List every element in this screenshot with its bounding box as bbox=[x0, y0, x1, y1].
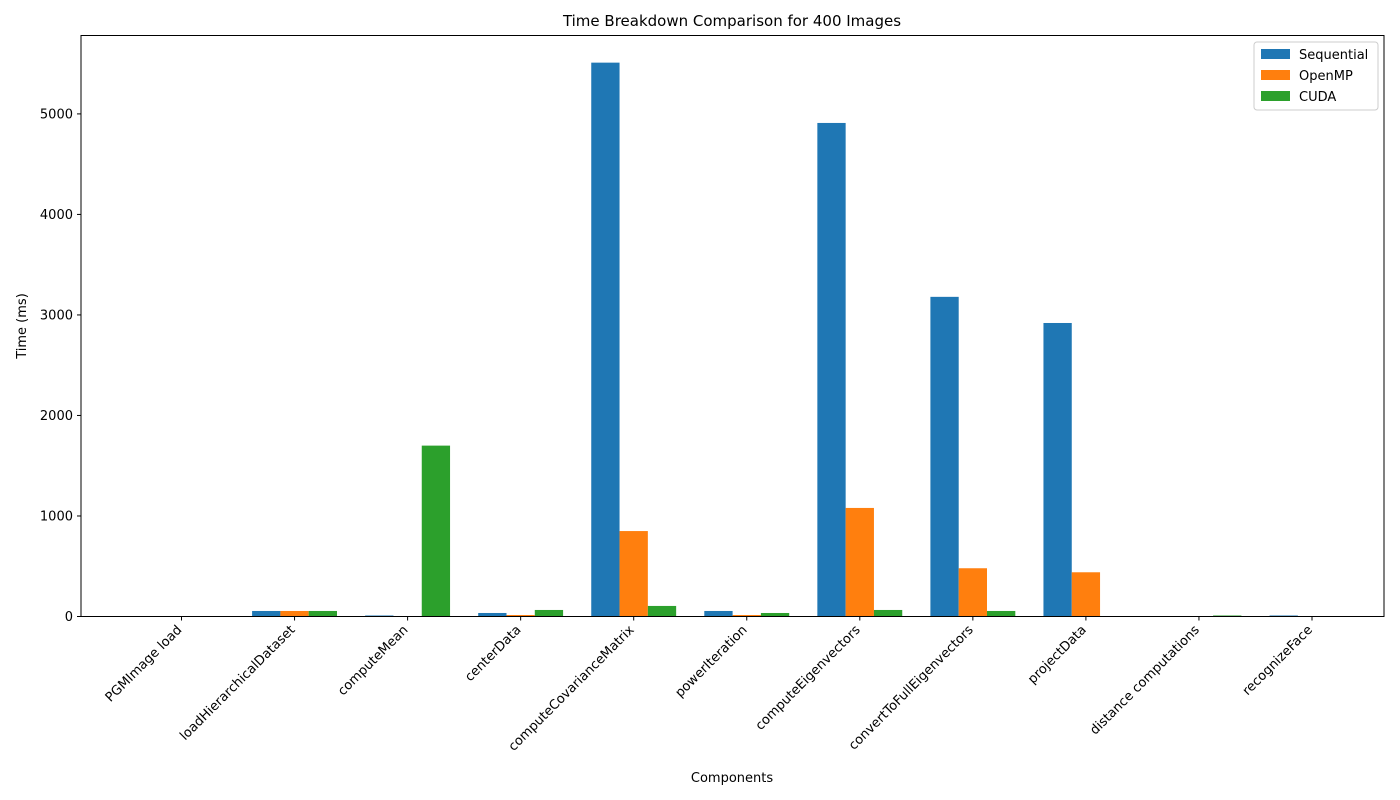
bar-sequential-6 bbox=[817, 122, 846, 617]
bar-openmp-7 bbox=[958, 568, 987, 617]
bar-cuda-1 bbox=[308, 610, 337, 617]
y-axis-title: Time (ms) bbox=[15, 293, 30, 360]
bar-cuda-7 bbox=[987, 610, 1016, 617]
y-axis: 0 1000 2000 3000 4000 5000 bbox=[40, 107, 81, 625]
bar-sequential-7 bbox=[930, 296, 959, 617]
bar-sequential-3 bbox=[478, 612, 507, 617]
bar-sequential-1 bbox=[252, 610, 281, 617]
bar-sequential-2 bbox=[365, 615, 394, 617]
bar-openmp-1 bbox=[280, 610, 309, 617]
bar-openmp-8 bbox=[1071, 572, 1101, 617]
legend-label-cuda: CUDA bbox=[1299, 90, 1336, 105]
bar-cuda-5 bbox=[760, 612, 790, 617]
legend-swatch-sequential bbox=[1261, 49, 1290, 59]
y-tick-label-2: 2000 bbox=[40, 409, 73, 424]
legend-swatch-cuda bbox=[1261, 91, 1290, 101]
y-tick-label-3: 3000 bbox=[40, 308, 73, 323]
legend-swatch-openmp bbox=[1261, 70, 1290, 80]
bar-cuda-4 bbox=[647, 605, 677, 617]
bar-cuda-2 bbox=[421, 445, 451, 617]
bar-cuda-3 bbox=[534, 609, 564, 617]
bar-sequential-8 bbox=[1043, 322, 1072, 617]
bar-sequential-5 bbox=[704, 610, 733, 617]
y-tick-label-4: 4000 bbox=[40, 208, 73, 223]
bar-openmp-4 bbox=[619, 531, 648, 617]
chart-title: Time Breakdown Comparison for 400 Images bbox=[562, 12, 901, 30]
bar-sequential-4 bbox=[591, 62, 620, 617]
y-tick-label-1: 1000 bbox=[40, 509, 73, 524]
bar-openmp-3 bbox=[506, 614, 535, 617]
plot-frame bbox=[80, 35, 1385, 617]
legend-label-openmp: OpenMP bbox=[1299, 69, 1353, 84]
y-tick-label-0: 0 bbox=[65, 610, 73, 625]
bar-openmp-5 bbox=[732, 614, 761, 617]
legend: Sequential OpenMP CUDA bbox=[1253, 41, 1379, 111]
bar-sequential-10 bbox=[1269, 615, 1298, 617]
x-axis-title: Components bbox=[691, 771, 773, 786]
legend-label-sequential: Sequential bbox=[1299, 48, 1368, 63]
bar-cuda-9 bbox=[1213, 615, 1242, 617]
bar-openmp-6 bbox=[845, 507, 874, 617]
bars-group bbox=[252, 62, 1298, 617]
y-tick-label-5: 5000 bbox=[40, 107, 73, 122]
bar-cuda-6 bbox=[873, 609, 903, 617]
